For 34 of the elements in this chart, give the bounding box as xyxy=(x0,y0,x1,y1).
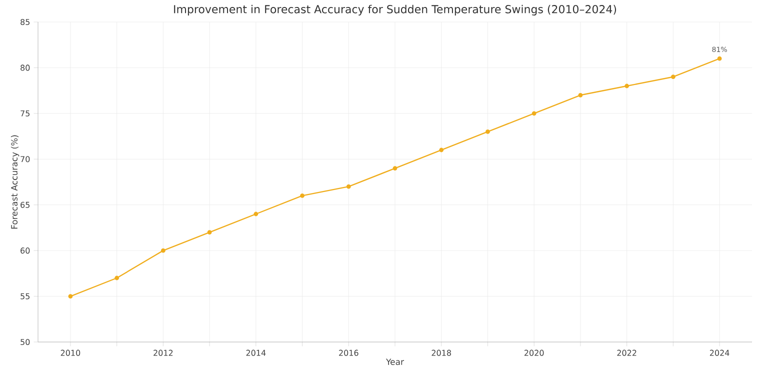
point xyxy=(346,184,351,189)
y-axis-title: Forecast Accuracy (%) xyxy=(10,135,20,229)
point xyxy=(160,248,166,253)
x-tick-label: 2018 xyxy=(432,350,451,356)
x-axis-title: Year xyxy=(386,358,404,366)
y-tick-label: 60 xyxy=(20,248,30,254)
point xyxy=(486,130,490,134)
point xyxy=(68,294,73,298)
y-tick-label: 80 xyxy=(20,64,30,71)
y-tick-label: 55 xyxy=(20,293,30,300)
point xyxy=(532,111,536,116)
x-tick-label: 2014 xyxy=(246,350,266,356)
x-tick-label: 2022 xyxy=(617,350,636,356)
point xyxy=(439,148,444,152)
point xyxy=(578,92,583,98)
x-tick-label: 2020 xyxy=(524,350,544,356)
chart-title: Improvement in Forecast Accuracy for Sudden Temperature Swings (2010–2024) xyxy=(174,4,616,16)
x-tick-label: 2012 xyxy=(154,350,173,356)
x-tick-label: 2010 xyxy=(60,350,80,356)
y-tick-label: 50 xyxy=(20,338,30,346)
point xyxy=(254,212,258,216)
x-tick-label: 2024 xyxy=(710,350,730,356)
point xyxy=(670,74,676,80)
point xyxy=(114,276,120,280)
point xyxy=(392,166,398,170)
y-tick-label: 70 xyxy=(20,156,30,162)
y-tick-label: 85 xyxy=(20,18,30,26)
point xyxy=(300,194,304,198)
point xyxy=(207,230,212,234)
y-tick-label: 65 xyxy=(20,202,30,208)
x-tick-label: 2016 xyxy=(339,350,358,356)
y-tick-label: 75 xyxy=(20,110,30,116)
point xyxy=(624,84,630,88)
point xyxy=(717,56,722,61)
